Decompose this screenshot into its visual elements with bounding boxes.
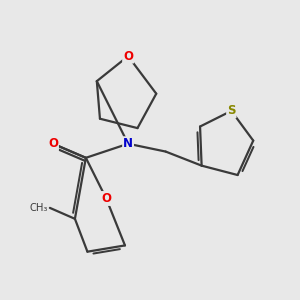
Text: O: O — [123, 50, 133, 63]
Text: S: S — [227, 104, 236, 117]
Text: CH₃: CH₃ — [30, 203, 48, 213]
Text: O: O — [48, 137, 58, 150]
Text: O: O — [101, 192, 111, 205]
Text: N: N — [123, 137, 133, 150]
